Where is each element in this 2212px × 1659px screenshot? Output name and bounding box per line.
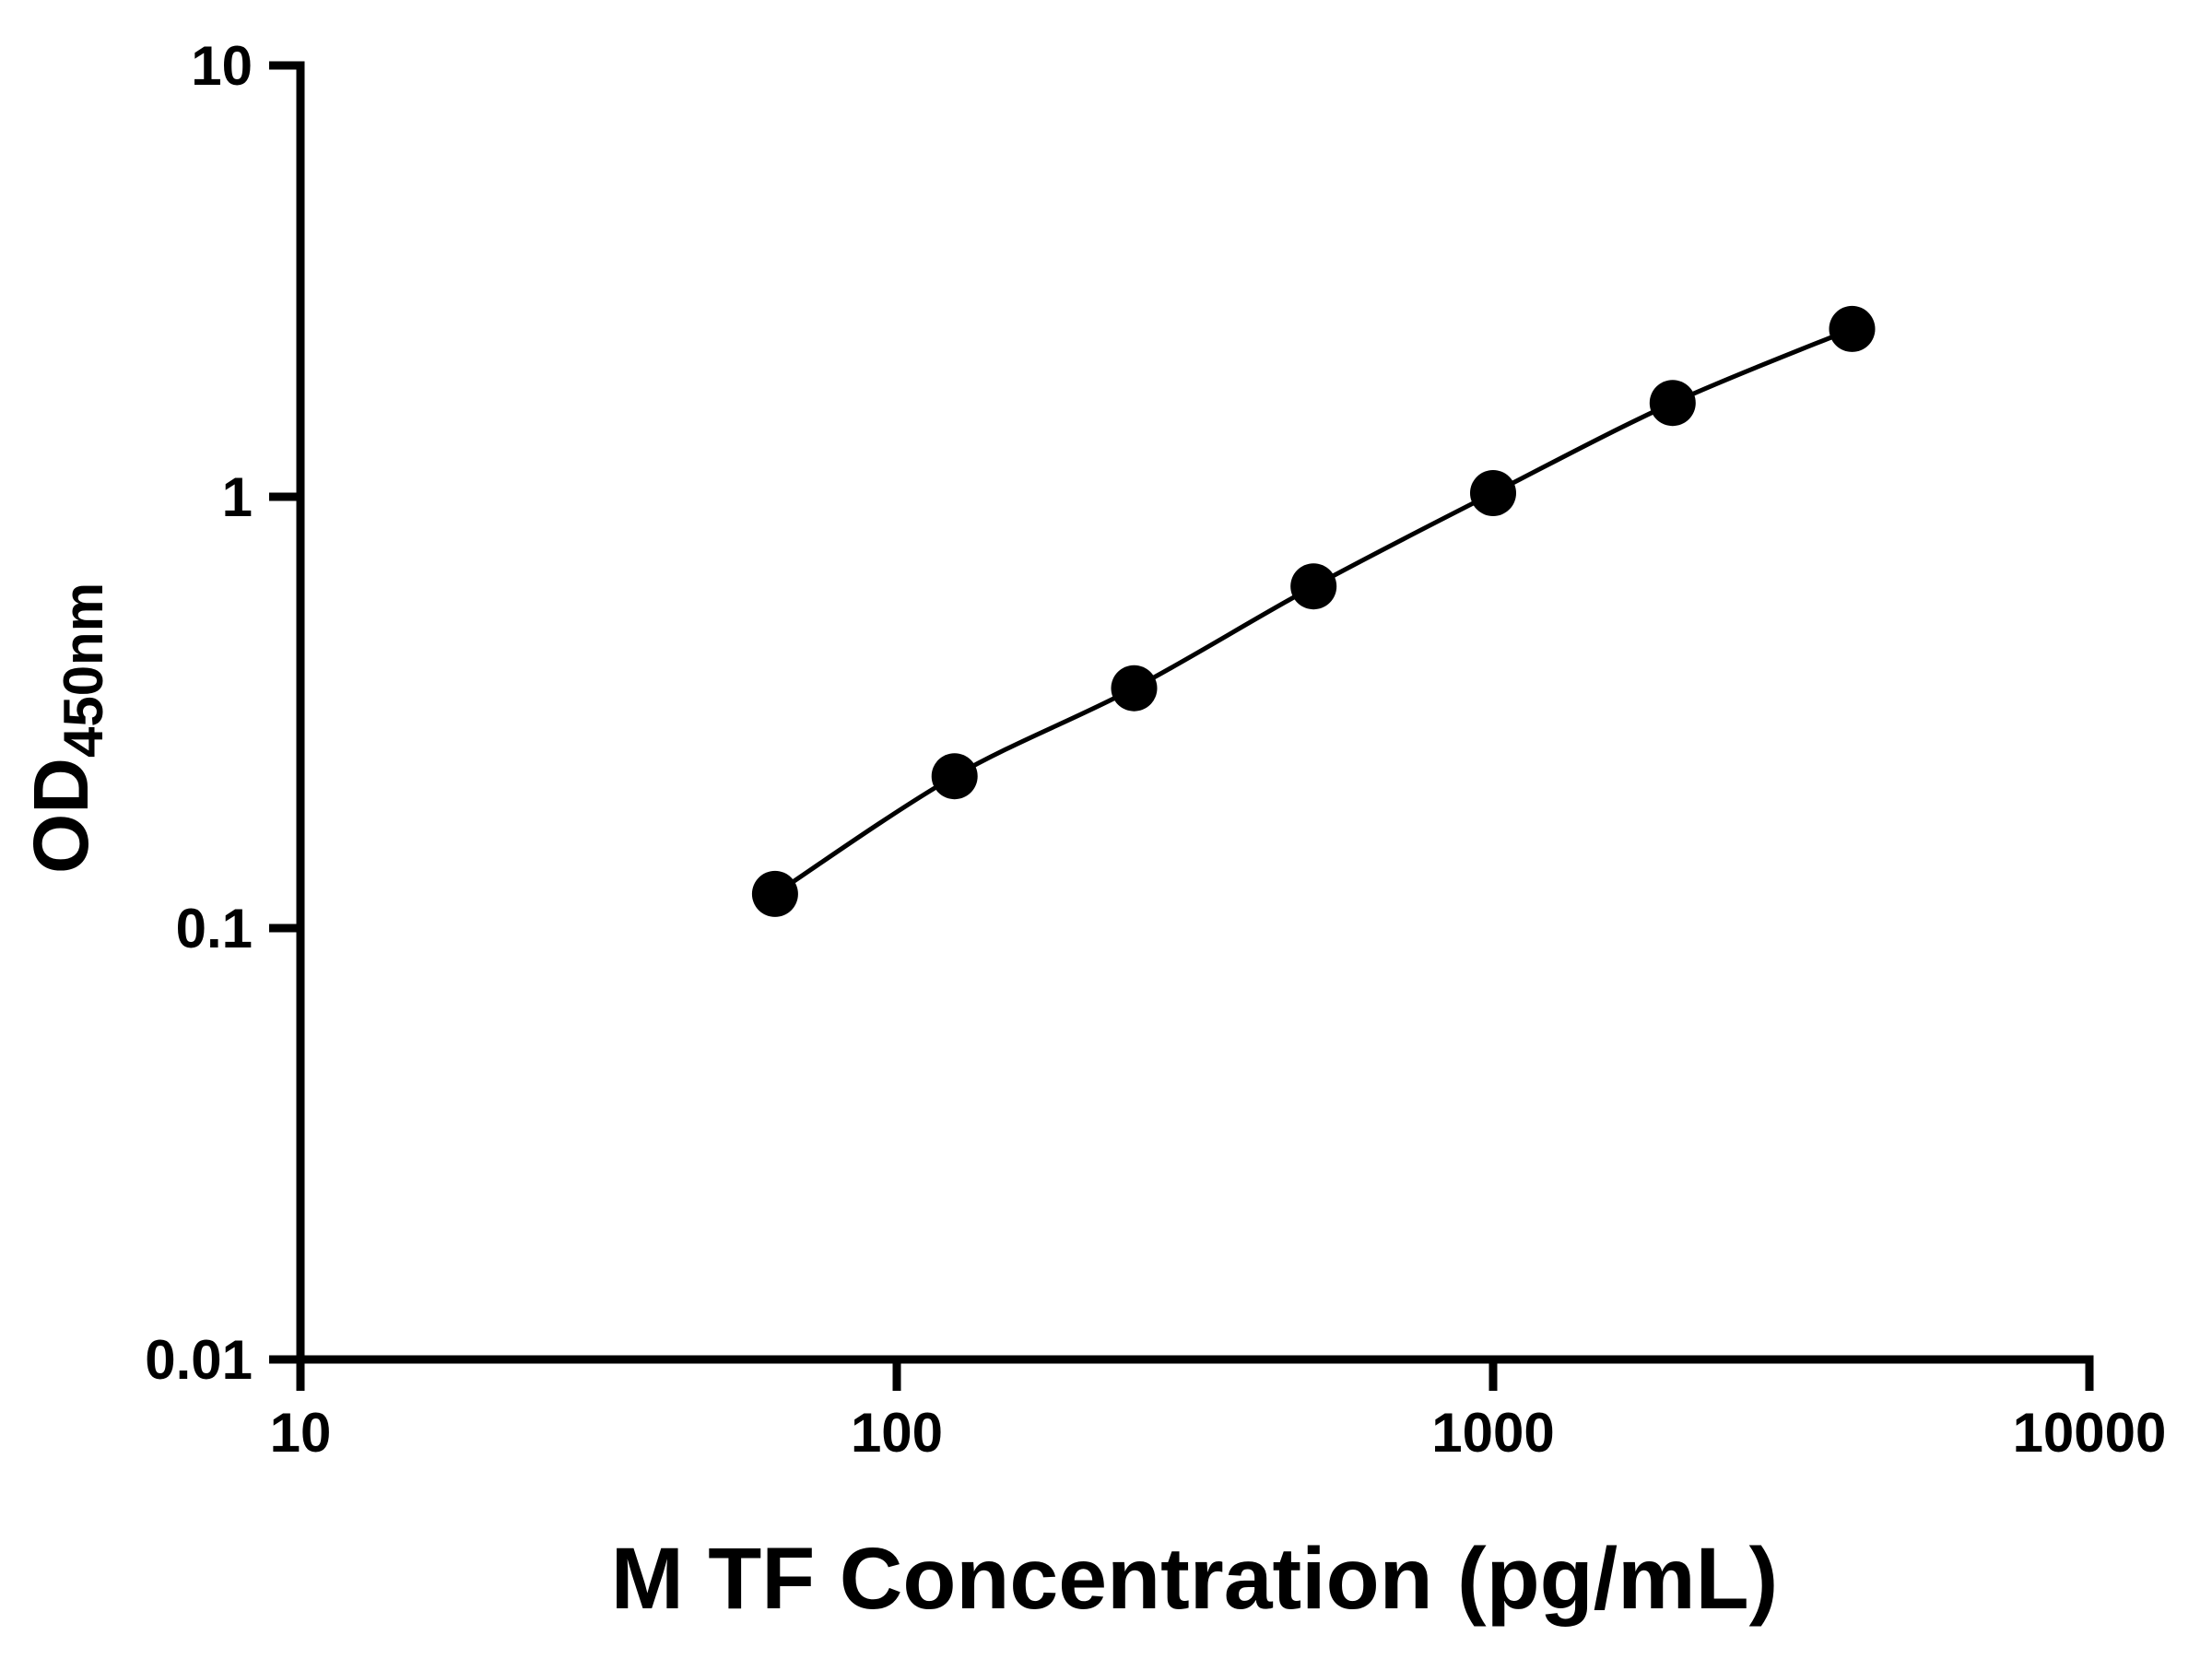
- y-tick-label: 0.1: [176, 898, 253, 959]
- x-tick-label: 1000: [1431, 1402, 1554, 1464]
- data-point: [1470, 470, 1516, 516]
- y-axis-title: OD450nm: [18, 582, 114, 874]
- y-tick-label: 0.01: [145, 1329, 253, 1391]
- y-tick-label: 1: [222, 466, 253, 528]
- data-point: [1829, 305, 1876, 352]
- data-point: [931, 753, 978, 800]
- series-group: [751, 305, 1876, 917]
- x-tick-label: 100: [851, 1402, 943, 1464]
- x-axis-title: M TF Concentration (pg/mL): [611, 1530, 1779, 1628]
- y-axis-title-subscript: 450nm: [53, 582, 114, 758]
- axes-group: [296, 61, 2094, 1364]
- x-tick-label: 10000: [2013, 1402, 2167, 1464]
- data-point: [751, 870, 798, 917]
- axis-lines: [296, 61, 2094, 1364]
- data-point: [1649, 380, 1696, 427]
- y-axis-title-main: OD: [18, 758, 104, 874]
- tick-labels-group: 10 100 1000 10000 0.01 0.1 1 10: [145, 35, 2166, 1464]
- data-point: [1111, 665, 1158, 712]
- data-point: [1290, 563, 1337, 610]
- ticks-group: [269, 61, 2094, 1391]
- y-tick-label: 10: [191, 35, 253, 97]
- x-tick-label: 10: [270, 1402, 332, 1464]
